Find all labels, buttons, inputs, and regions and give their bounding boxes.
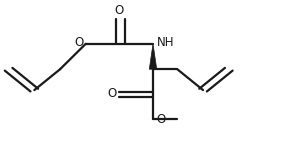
Text: NH: NH — [156, 36, 174, 49]
Text: O: O — [114, 4, 123, 17]
Polygon shape — [149, 44, 157, 69]
Text: O: O — [74, 36, 84, 49]
Text: O: O — [156, 113, 166, 126]
Text: O: O — [107, 87, 116, 100]
